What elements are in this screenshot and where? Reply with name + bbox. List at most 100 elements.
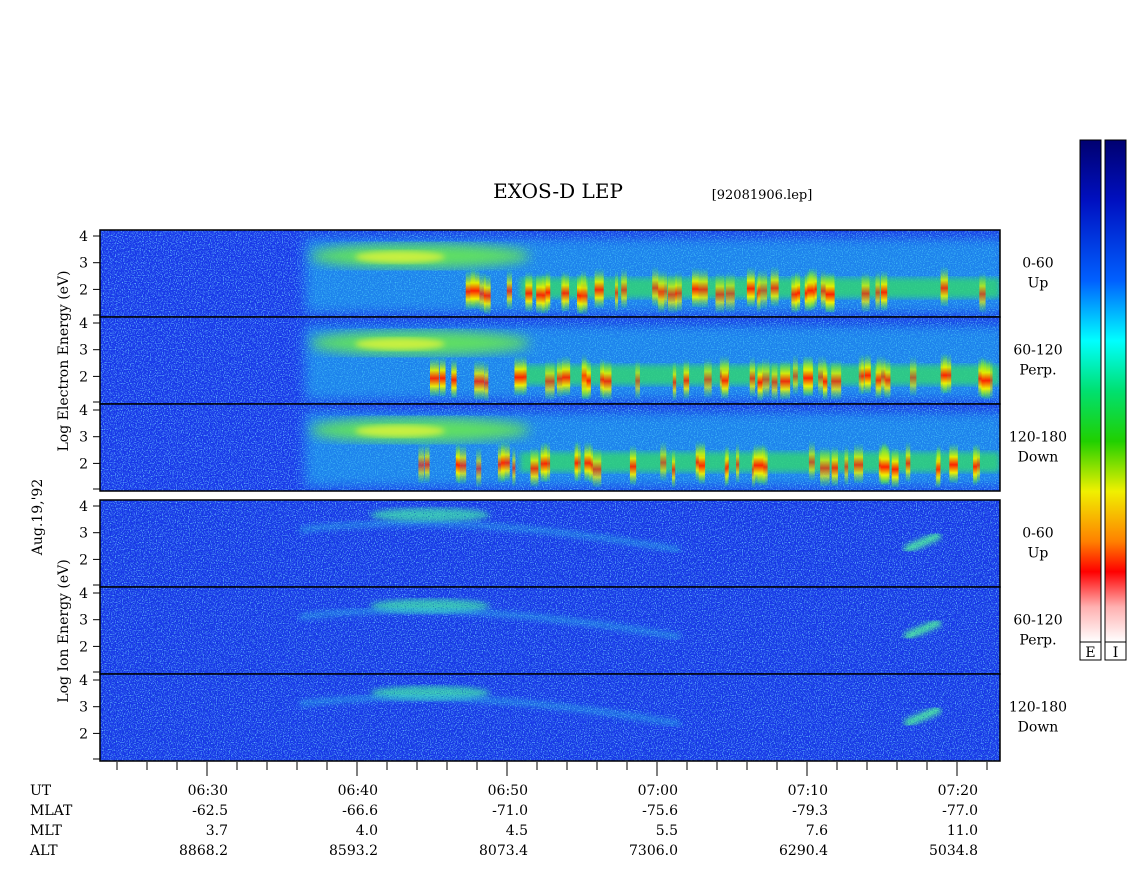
spectrogram-panel <box>100 404 1000 491</box>
y-tick-label: 3 <box>79 343 88 359</box>
y-tick-label: 3 <box>79 700 88 716</box>
burst-streak <box>853 442 864 483</box>
y-tick-label: 3 <box>79 256 88 272</box>
burst-streak <box>479 271 486 312</box>
y-tick-label: 2 <box>79 552 88 568</box>
burst-streak <box>884 358 891 399</box>
burst-streak <box>909 355 917 396</box>
burst-streak <box>808 440 815 481</box>
y-tick-label: 4 <box>79 316 88 332</box>
dark-speckle <box>100 500 1000 587</box>
burst-streak <box>514 355 524 396</box>
burst-streak <box>474 359 485 400</box>
row-name: ALT <box>29 843 58 859</box>
burst-streak <box>683 358 690 399</box>
burst-streak <box>818 355 826 396</box>
burst-streak <box>589 442 593 483</box>
burst-streak <box>418 443 425 484</box>
plasma-core <box>355 338 445 350</box>
burst-streak <box>807 268 814 309</box>
spectrogram-panel <box>100 230 1000 317</box>
spectrogram-panel <box>100 317 1000 404</box>
title: EXOS-D LEP <box>493 179 623 203</box>
channel-range: 60-120 <box>1013 343 1062 359</box>
spectrogram-panel <box>100 674 1000 761</box>
colorbar <box>1104 139 1127 643</box>
dark-speckle <box>100 587 1000 674</box>
burst-streak <box>940 266 948 307</box>
row-value: 06:50 <box>488 783 528 799</box>
burst-streak <box>949 442 958 483</box>
burst-streak <box>671 447 676 488</box>
burst-streak <box>545 270 551 311</box>
spectrogram-panel <box>100 587 1000 674</box>
burst-streak <box>629 444 637 485</box>
burst-streak <box>541 273 549 314</box>
channel-direction: Up <box>1028 546 1049 562</box>
burst-streak <box>757 360 763 401</box>
burst-streak <box>545 359 555 400</box>
burst-streak <box>770 266 779 307</box>
burst-streak <box>523 355 527 396</box>
burst-streak <box>562 271 570 312</box>
panels: 4 3 2 0-60 Up 4 3 2 60-120 Perp. 4 3 2 120-180 Down 4 3 2… <box>79 229 1067 762</box>
burst-streak <box>581 353 587 394</box>
row-name: MLT <box>30 823 62 839</box>
y-tick-label: 2 <box>79 726 88 742</box>
plasma-core <box>355 425 445 437</box>
burst-streak <box>758 268 768 309</box>
burst-streak <box>880 270 888 311</box>
y-tick-label: 2 <box>79 456 88 472</box>
channel-direction: Down <box>1018 450 1059 466</box>
row-value: 06:30 <box>188 783 228 799</box>
row-name: UT <box>30 783 52 799</box>
dark-speckle <box>300 317 1000 327</box>
burst-streak <box>675 271 682 312</box>
burst-streak <box>825 272 835 313</box>
burst-streak <box>858 354 864 395</box>
burst-streak <box>763 445 768 486</box>
burst-streak <box>536 272 545 313</box>
burst-streak <box>657 269 668 310</box>
burst-streak <box>562 355 571 396</box>
burst-streak <box>530 446 539 487</box>
burst-streak <box>692 267 699 308</box>
burst-streak <box>602 359 612 400</box>
burst-streak <box>721 358 729 399</box>
burst-streak <box>791 272 798 313</box>
row-value: 8073.4 <box>479 843 528 859</box>
dark-speckle <box>300 404 1000 414</box>
row-value: -66.6 <box>342 803 378 819</box>
burst-streak <box>592 447 602 488</box>
file-name: [92081906.lep] <box>712 188 813 203</box>
burst-streak <box>476 446 482 487</box>
y-tick-label: 3 <box>79 526 88 542</box>
burst-streak <box>635 358 640 399</box>
row-value: 07:00 <box>638 783 678 799</box>
burst-streak <box>484 360 489 401</box>
burst-streak <box>667 272 678 313</box>
row-value: 07:10 <box>788 783 828 799</box>
row-value: -62.5 <box>192 803 228 819</box>
channel-direction: Up <box>1028 276 1049 292</box>
burst-streak <box>861 271 870 312</box>
row-value: -71.0 <box>492 803 528 819</box>
channel-direction: Down <box>1018 720 1059 736</box>
y-tick-label: 4 <box>79 403 88 419</box>
burst-streak <box>794 271 801 312</box>
burst-streak <box>780 359 791 400</box>
row-value: 5.5 <box>656 823 678 839</box>
burst-streak <box>771 360 778 401</box>
burst-streak <box>578 273 588 314</box>
burst-streak <box>973 444 977 485</box>
row-value: 4.5 <box>506 823 528 839</box>
panel-frame <box>99 673 1001 762</box>
burst-streak <box>985 358 993 399</box>
y-tick-label: 2 <box>79 369 88 385</box>
burst-streak <box>746 266 755 307</box>
channel-direction: Perp. <box>1019 363 1056 379</box>
row-value: 6290.4 <box>779 843 828 859</box>
burst-streak <box>905 441 911 482</box>
date-label: Aug.19,'92 <box>30 479 46 556</box>
